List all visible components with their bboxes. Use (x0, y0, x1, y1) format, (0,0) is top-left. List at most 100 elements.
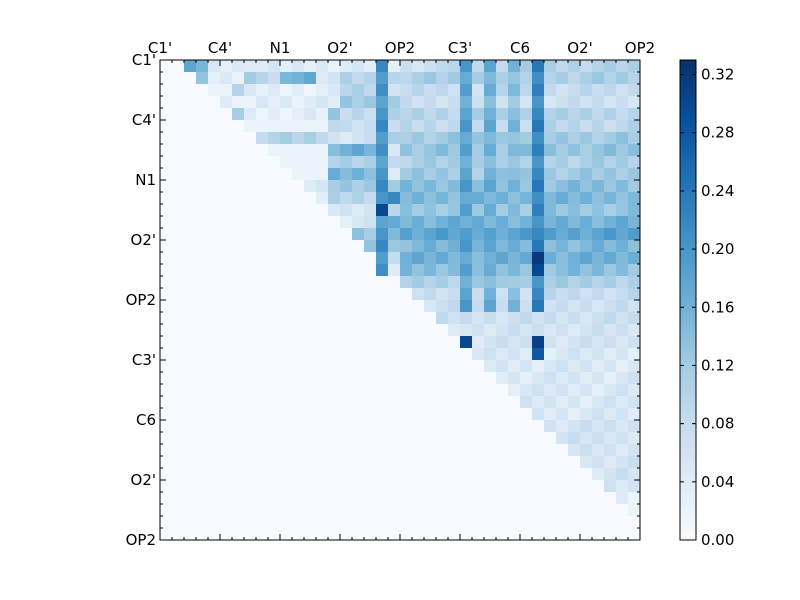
heatmap-cell (184, 420, 197, 433)
heatmap-cell (364, 240, 377, 253)
heatmap-cell (268, 384, 281, 397)
heatmap-cell (424, 372, 437, 385)
heatmap-cell (592, 144, 605, 157)
heatmap-cell (220, 336, 233, 349)
heatmap-cell (316, 240, 329, 253)
heatmap-cell (352, 72, 365, 85)
heatmap-cell (496, 276, 509, 289)
heatmap-cell (256, 156, 269, 169)
heatmap-cell (268, 168, 281, 181)
heatmap-cell (592, 204, 605, 217)
heatmap-cell (268, 480, 281, 493)
heatmap-cell (316, 468, 329, 481)
heatmap-cell (172, 108, 185, 121)
heatmap-cell (544, 312, 557, 325)
heatmap-cell (532, 216, 545, 229)
heatmap-cell (388, 372, 401, 385)
heatmap-cell (208, 384, 221, 397)
heatmap-cell (460, 252, 473, 265)
heatmap-cell (256, 432, 269, 445)
heatmap-cell (568, 276, 581, 289)
heatmap-cell (400, 300, 413, 313)
heatmap-cell (172, 276, 185, 289)
heatmap-cell (352, 468, 365, 481)
heatmap-cell (460, 468, 473, 481)
heatmap-cell (340, 240, 353, 253)
heatmap-cell (184, 120, 197, 133)
heatmap-cell (460, 420, 473, 433)
heatmap-cell (472, 516, 485, 529)
heatmap-cell (340, 324, 353, 337)
heatmap-cell (232, 348, 245, 361)
heatmap-cell (604, 132, 617, 145)
heatmap-cell (556, 120, 569, 133)
heatmap-cell (628, 420, 641, 433)
heatmap-cell (172, 288, 185, 301)
heatmap-cell (340, 396, 353, 409)
heatmap-cell (184, 444, 197, 457)
heatmap-cell (160, 240, 173, 253)
heatmap-cell (592, 468, 605, 481)
heatmap-cell (256, 492, 269, 505)
heatmap-cell (604, 204, 617, 217)
heatmap-cell (628, 144, 641, 157)
heatmap-cell (160, 408, 173, 421)
heatmap-cell (424, 228, 437, 241)
heatmap-cell (196, 180, 209, 193)
heatmap-cell (340, 252, 353, 265)
heatmap-cell (352, 420, 365, 433)
heatmap-cell (280, 84, 293, 97)
heatmap-cell (268, 396, 281, 409)
heatmap-cell (292, 384, 305, 397)
heatmap-cell (532, 444, 545, 457)
y-tick-label: OP2 (126, 531, 156, 549)
heatmap-cell (388, 276, 401, 289)
heatmap-cell (460, 408, 473, 421)
heatmap-cell (304, 456, 317, 469)
heatmap-cell (544, 156, 557, 169)
heatmap-cell (412, 72, 425, 85)
heatmap-cell (232, 144, 245, 157)
heatmap-cell (496, 408, 509, 421)
heatmap-cell (424, 312, 437, 325)
heatmap-cell (280, 372, 293, 385)
heatmap-cell (304, 228, 317, 241)
heatmap-cell (520, 504, 533, 517)
heatmap-cell (328, 180, 341, 193)
heatmap-cell (364, 348, 377, 361)
heatmap-cell (172, 168, 185, 181)
heatmap-cell (328, 432, 341, 445)
heatmap-cell (628, 72, 641, 85)
heatmap-cell (424, 216, 437, 229)
heatmap-cell (424, 468, 437, 481)
heatmap-cell (184, 60, 197, 73)
heatmap-cell (376, 504, 389, 517)
heatmap-cell (340, 156, 353, 169)
heatmap-cell (472, 408, 485, 421)
heatmap-cell (448, 192, 461, 205)
heatmap-cell (604, 60, 617, 73)
heatmap-cell (424, 168, 437, 181)
heatmap-cell (196, 516, 209, 529)
heatmap-cell (568, 132, 581, 145)
y-tick-label: O2' (131, 231, 156, 249)
heatmap-cell (364, 60, 377, 73)
heatmap-cell (232, 240, 245, 253)
heatmap-cell (364, 456, 377, 469)
heatmap-cell (340, 228, 353, 241)
heatmap-cell (448, 72, 461, 85)
heatmap-cell (172, 252, 185, 265)
heatmap-cell (568, 480, 581, 493)
heatmap-cell (172, 372, 185, 385)
heatmap-cell (484, 156, 497, 169)
heatmap-cell (364, 492, 377, 505)
heatmap-cell (304, 408, 317, 421)
heatmap-cell (280, 504, 293, 517)
heatmap-cell (364, 216, 377, 229)
heatmap-cell (616, 180, 629, 193)
heatmap-cell (592, 480, 605, 493)
heatmap-cell (484, 228, 497, 241)
heatmap-cell (472, 348, 485, 361)
heatmap-cell (304, 180, 317, 193)
heatmap-cell (244, 216, 257, 229)
